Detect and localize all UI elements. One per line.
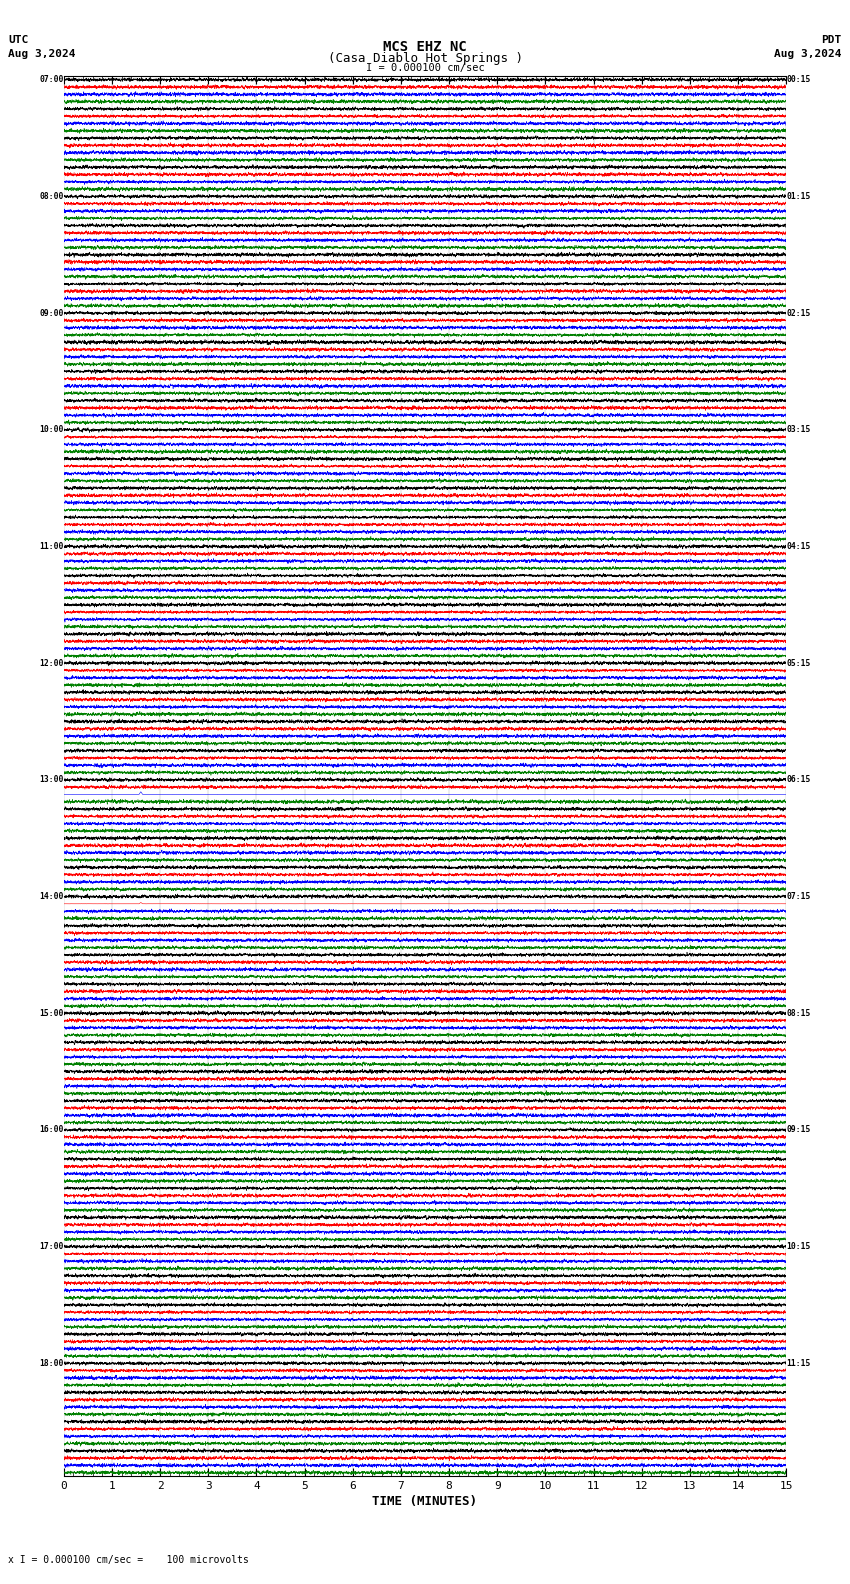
Text: 09:15: 09:15 [786, 1125, 811, 1134]
Text: (Casa Diablo Hot Springs ): (Casa Diablo Hot Springs ) [327, 52, 523, 65]
Text: 05:15: 05:15 [786, 659, 811, 667]
Text: 10:00: 10:00 [39, 425, 64, 434]
Text: 06:15: 06:15 [786, 775, 811, 784]
Text: MCS EHZ NC: MCS EHZ NC [383, 40, 467, 54]
Text: 00:15: 00:15 [786, 74, 811, 84]
Text: 10:15: 10:15 [786, 1242, 811, 1251]
X-axis label: TIME (MINUTES): TIME (MINUTES) [372, 1495, 478, 1508]
Text: 17:00: 17:00 [39, 1242, 64, 1251]
Text: 04:15: 04:15 [786, 542, 811, 551]
Text: 14:00: 14:00 [39, 892, 64, 901]
Text: 03:15: 03:15 [786, 425, 811, 434]
Text: 18:00: 18:00 [39, 1359, 64, 1367]
Text: 02:15: 02:15 [786, 309, 811, 317]
Text: 01:15: 01:15 [786, 192, 811, 201]
Text: 12:00: 12:00 [39, 659, 64, 667]
Text: 07:00: 07:00 [39, 74, 64, 84]
Text: UTC: UTC [8, 35, 29, 44]
Text: 16:00: 16:00 [39, 1125, 64, 1134]
Text: x I = 0.000100 cm/sec =    100 microvolts: x I = 0.000100 cm/sec = 100 microvolts [8, 1555, 249, 1565]
Text: 13:00: 13:00 [39, 775, 64, 784]
Text: 15:00: 15:00 [39, 1009, 64, 1017]
Text: 08:15: 08:15 [786, 1009, 811, 1017]
Text: I = 0.000100 cm/sec: I = 0.000100 cm/sec [366, 63, 484, 73]
Text: 07:15: 07:15 [786, 892, 811, 901]
Text: Aug 3,2024: Aug 3,2024 [774, 49, 842, 59]
Text: 08:00: 08:00 [39, 192, 64, 201]
Text: 09:00: 09:00 [39, 309, 64, 317]
Text: 11:15: 11:15 [786, 1359, 811, 1367]
Text: 11:00: 11:00 [39, 542, 64, 551]
Text: PDT: PDT [821, 35, 842, 44]
Text: Aug 3,2024: Aug 3,2024 [8, 49, 76, 59]
